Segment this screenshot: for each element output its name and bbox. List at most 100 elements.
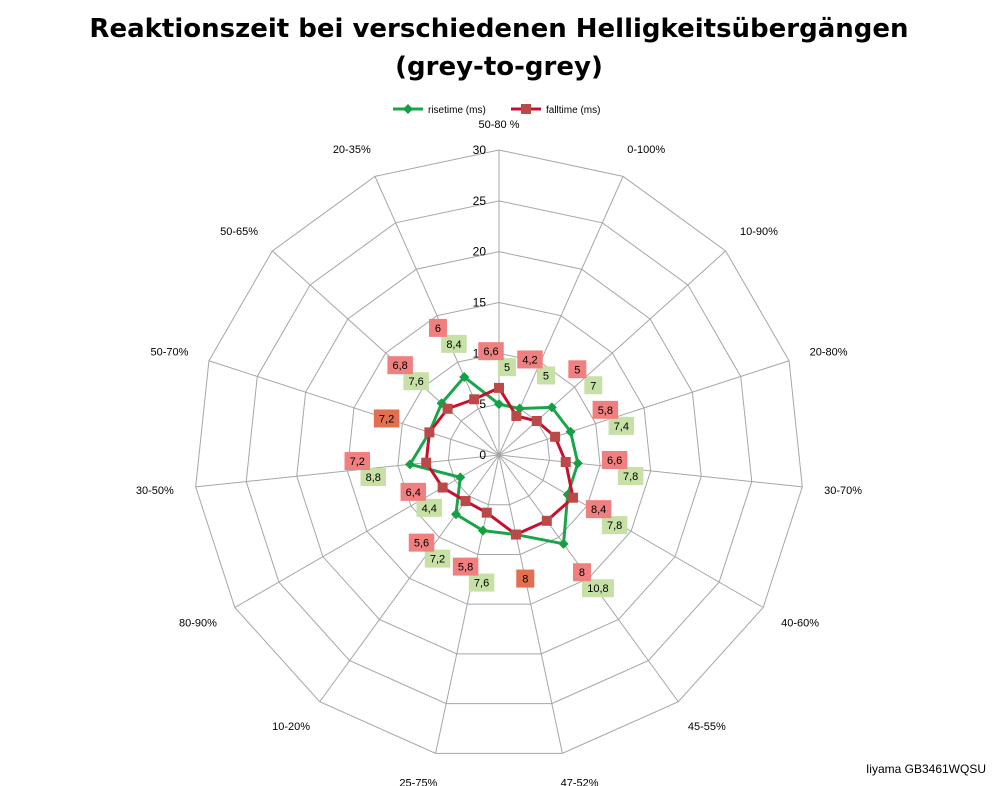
data-label-rise-bg xyxy=(608,416,635,435)
legend-label: risetime (ms) xyxy=(428,105,486,116)
data-label-rise-text: 7 xyxy=(590,380,596,392)
series-fall xyxy=(421,382,578,540)
data-label-fall-text: 8,4 xyxy=(591,504,606,516)
spoke-14 xyxy=(374,176,500,456)
radial-tick-labels: 051015202530 xyxy=(473,143,487,462)
data-point-rise xyxy=(455,472,466,483)
series-line-rise xyxy=(408,375,580,546)
data-label-overlap-text: 8 xyxy=(522,574,528,586)
data-point-fall xyxy=(437,482,448,493)
data-point-rise xyxy=(450,509,461,520)
data-label-rise-bg xyxy=(581,579,614,598)
data-label-fall-bg xyxy=(592,400,619,419)
data-label-fall-text: 4,2 xyxy=(522,354,537,366)
data-label-rise-text: 4,4 xyxy=(422,503,437,515)
data-label-rise: 7,6 xyxy=(468,573,495,592)
data-label-rise: 5 xyxy=(498,358,516,377)
category-label: 50-80 % xyxy=(479,119,520,131)
data-label-fall-bg xyxy=(428,318,447,337)
data-label-fall-text: 5,8 xyxy=(458,562,473,574)
data-point-fall xyxy=(424,427,435,438)
data-point-fall xyxy=(550,431,561,442)
data-label-fall-bg xyxy=(601,450,628,469)
chart-title-line2: (grey-to-grey) xyxy=(395,52,603,82)
data-point-fall xyxy=(421,457,432,468)
data-label-fall-bg xyxy=(400,482,427,501)
data-label-fall: 5 xyxy=(568,360,587,379)
data-label-rise-bg xyxy=(584,376,603,395)
category-label: 30-50% xyxy=(136,485,174,497)
data-point-fall xyxy=(460,496,471,507)
chart-title: Reaktionszeit bei verschiedenen Helligke… xyxy=(0,10,998,86)
data-label-fall-bg xyxy=(572,563,591,582)
data-point-fall xyxy=(511,410,522,421)
legend: risetime (ms) falltime (ms) xyxy=(393,104,600,116)
data-point-rise xyxy=(477,525,488,536)
data-point-rise xyxy=(405,459,416,470)
spoke-4 xyxy=(498,454,803,488)
data-label-fall-bg xyxy=(585,500,612,519)
data-label-rise-bg xyxy=(424,549,451,568)
spoke-11 xyxy=(195,454,500,488)
data-label-rise-text: 7,6 xyxy=(408,376,423,388)
series-rise xyxy=(405,371,583,549)
category-label: 47-52% xyxy=(561,778,599,786)
data-label-rise-bg xyxy=(498,358,516,377)
data-point-fall xyxy=(510,529,521,540)
data-point-fall xyxy=(531,415,542,426)
category-label: 45-55% xyxy=(688,721,726,733)
legend-label: falltime (ms) xyxy=(546,105,600,116)
data-label-rise-bg xyxy=(403,372,429,391)
data-label-rise-bg xyxy=(360,468,387,487)
data-label-fall-bg xyxy=(344,452,371,471)
watermark-text: Iiyama GB3461WQSU xyxy=(865,762,986,776)
data-label-rise-text: 7,8 xyxy=(607,520,622,532)
data-point-fall xyxy=(541,515,552,526)
data-label-fall: 6,4 xyxy=(400,482,427,501)
spoke-3 xyxy=(498,360,790,456)
data-label-fall-bg xyxy=(568,360,587,379)
data-point-fall xyxy=(494,382,504,393)
data-label-rise: 8,4 xyxy=(441,334,467,353)
data-label-rise: 7,6 xyxy=(403,372,429,391)
data-point-fall xyxy=(442,403,453,414)
data-label-rise-bg xyxy=(416,498,443,517)
data-labels: 56,654,2757,45,87,86,67,88,410,8887,65,8… xyxy=(344,318,644,598)
data-label-fall-text: 8 xyxy=(579,567,585,579)
data-label-fall: 7,2 xyxy=(344,452,371,471)
data-label-fall-text: 6 xyxy=(435,323,441,335)
data-label-rise-bg xyxy=(536,366,555,385)
category-label: 80-90% xyxy=(179,618,217,630)
category-label: 20-80% xyxy=(810,346,848,358)
category-label: 10-20% xyxy=(272,721,310,733)
data-label-rise: 7,2 xyxy=(424,549,451,568)
grid-ring-15 xyxy=(346,301,652,605)
data-point-rise xyxy=(565,426,576,437)
data-label-fall-bg xyxy=(408,533,435,552)
data-label-rise-bg xyxy=(441,334,467,353)
data-label-rise-text: 8,4 xyxy=(446,339,461,351)
data-label-rise-bg xyxy=(468,573,495,592)
data-label-fall-text: 6,6 xyxy=(483,346,498,358)
data-point-rise xyxy=(558,538,569,549)
data-label-fall: 6,6 xyxy=(478,342,504,361)
data-label-fall: 8 xyxy=(572,563,591,582)
grid-ring-5 xyxy=(447,403,551,506)
data-label-fall: 4,2 xyxy=(517,350,543,369)
data-label-fall-bg xyxy=(478,342,504,361)
data-label-fall-bg xyxy=(517,350,543,369)
data-label-fall-text: 5,6 xyxy=(414,538,429,550)
data-label-fall: 6,8 xyxy=(387,356,413,375)
data-label-overlap: 8 xyxy=(516,569,535,588)
tick-label-25: 25 xyxy=(473,194,487,208)
chart-title-line1: Reaktionszeit bei verschiedenen Helligke… xyxy=(89,14,909,44)
data-label-overlap: 7,2 xyxy=(373,409,400,428)
data-label-fall: 6 xyxy=(428,318,447,337)
grid-ring-30 xyxy=(195,149,803,754)
category-label: 50-65% xyxy=(220,226,258,238)
spoke-10 xyxy=(234,454,500,608)
data-label-rise-text: 5 xyxy=(543,370,549,382)
data-label-rise-text: 8,8 xyxy=(366,472,381,484)
